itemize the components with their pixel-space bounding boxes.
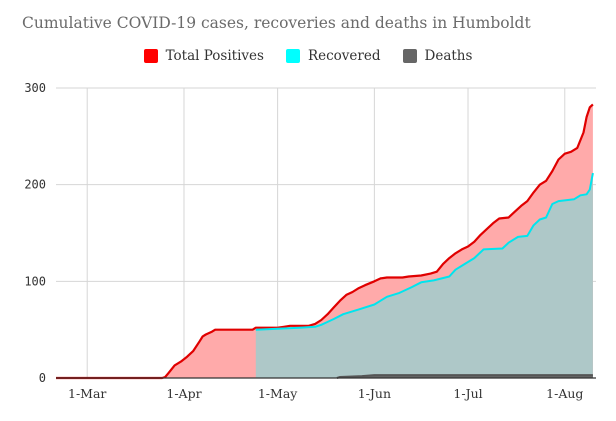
x-tick-label-1-May: 1-May	[258, 386, 298, 401]
legend-item-recovered[interactable]: Recovered	[285, 48, 381, 64]
x-tick-label-1-Jul: 1-Jul	[453, 386, 482, 401]
y-tick-label-200: 200	[24, 178, 46, 192]
y-tick-label-300: 300	[24, 81, 46, 95]
x-tick-label-1-Mar: 1-Mar	[68, 386, 106, 401]
legend-swatch-total-positives	[143, 49, 158, 63]
chart-lines	[56, 103, 594, 380]
legend-label-deaths: Deaths	[424, 48, 473, 64]
series-line-deaths	[336, 374, 593, 379]
legend-item-deaths[interactable]: Deaths	[402, 48, 473, 64]
y-tick-label-100: 100	[24, 274, 46, 288]
legend-label-recovered: Recovered	[307, 48, 381, 64]
series-line-recovered	[255, 172, 594, 331]
x-tick-label-1-Apr: 1-Apr	[166, 386, 201, 401]
y-tick-label-0: 0	[39, 371, 46, 385]
x-tick-label-1-Aug: 1-Aug	[546, 386, 583, 401]
legend-swatch-recovered	[285, 49, 300, 63]
series-area-recovered	[255, 173, 593, 378]
chart-legend: Total Positives Recovered Deaths	[0, 48, 616, 64]
series-line-total-positives	[56, 103, 594, 380]
legend-label-total-positives: Total Positives	[165, 48, 264, 64]
legend-item-total-positives[interactable]: Total Positives	[143, 48, 264, 64]
chart-axes: 0 100 200 300 1-Mar 1-Apr 1-May 1-Jun 1-Jul 1-Aug	[24, 81, 596, 401]
legend-swatch-deaths	[402, 49, 417, 63]
x-tick-label-1-Jun: 1-Jun	[358, 386, 391, 401]
chart-title: Cumulative COVID-19 cases, recoveries an…	[22, 14, 531, 32]
